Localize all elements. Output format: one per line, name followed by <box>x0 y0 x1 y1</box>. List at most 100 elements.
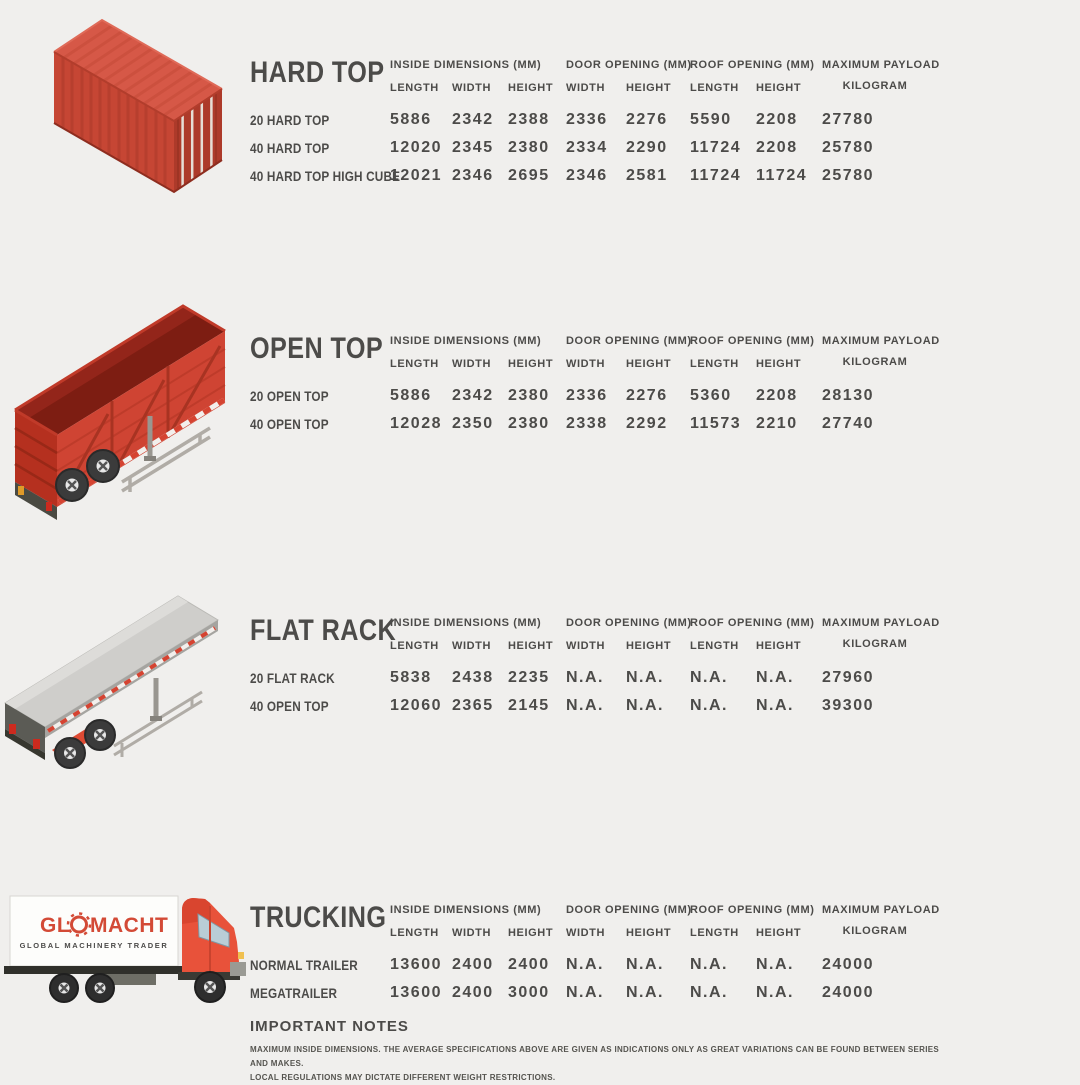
cell-roof-length: 11724 <box>690 167 742 184</box>
cell-door-height: N.A. <box>626 984 664 1001</box>
cell-inside-length: 13600 <box>390 956 442 973</box>
truck-illustration: GL MACHT GLOBAL MACHINERY TRADER <box>2 880 248 1023</box>
header-inside-dimensions: INSIDE DIMENSIONS (MM) <box>390 617 542 629</box>
cell-inside-height: 3000 <box>508 984 550 1001</box>
cell-door-height: 2276 <box>626 387 668 404</box>
hard-top-container-illustration <box>22 12 240 215</box>
header-max-payload: MAXIMUM PAYLOAD <box>822 617 940 629</box>
cell-inside-height: 2388 <box>508 111 550 128</box>
open-top-spec-table: OPEN TOP INSIDE DIMENSIONS (MM) DOOR OPE… <box>250 332 940 438</box>
cell-door-width: N.A. <box>566 697 604 714</box>
cell-payload: 25780 <box>822 139 874 156</box>
notes-line-2: LOCAL REGULATIONS MAY DICTATE DIFFERENT … <box>250 1073 556 1082</box>
cell-door-width: 2336 <box>566 111 608 128</box>
cell-door-width: 2336 <box>566 387 608 404</box>
cell-payload: 25780 <box>822 167 874 184</box>
gear-icon <box>66 912 92 937</box>
cell-inside-width: 2350 <box>452 415 494 432</box>
cell-inside-length: 5886 <box>390 111 432 128</box>
header-inside-dimensions: INSIDE DIMENSIONS (MM) <box>390 59 542 71</box>
cell-door-width: 2346 <box>566 167 608 184</box>
cell-roof-height: 11724 <box>756 167 808 184</box>
important-notes: IMPORTANT NOTES MAXIMUM INSIDE DIMENSION… <box>250 1018 950 1085</box>
subheader-kilogram: KILOGRAM <box>842 80 908 92</box>
subheader-width: WIDTH <box>452 82 492 94</box>
row-label: 40 OPEN TOP <box>250 416 329 432</box>
header-inside-dimensions: INSIDE DIMENSIONS (MM) <box>390 904 542 916</box>
notes-title: IMPORTANT NOTES <box>250 1018 409 1035</box>
cell-door-height: 2276 <box>626 111 668 128</box>
logo-tagline: GLOBAL MACHINERY TRADER <box>20 941 169 950</box>
subheader-length: LENGTH <box>690 358 739 370</box>
cell-door-width: N.A. <box>566 984 604 1001</box>
cell-roof-length: N.A. <box>690 697 728 714</box>
subheader-height: HEIGHT <box>508 927 554 939</box>
cell-payload: 24000 <box>822 984 874 1001</box>
subheader-height: HEIGHT <box>626 358 672 370</box>
row-label: 20 FLAT RACK <box>250 670 335 686</box>
cell-payload: 24000 <box>822 956 874 973</box>
section-title: FLAT RACK <box>250 614 397 647</box>
subheader-height: HEIGHT <box>508 358 554 370</box>
cell-door-width: 2338 <box>566 415 608 432</box>
cell-inside-height: 2380 <box>508 139 550 156</box>
header-inside-dimensions: INSIDE DIMENSIONS (MM) <box>390 335 542 347</box>
cell-inside-height: 2145 <box>508 697 550 714</box>
subheader-width: WIDTH <box>566 640 606 652</box>
cell-inside-width: 2342 <box>452 387 494 404</box>
header-max-payload: MAXIMUM PAYLOAD <box>822 59 940 71</box>
cell-roof-height: N.A. <box>756 697 794 714</box>
subheader-width: WIDTH <box>566 927 606 939</box>
section-title: TRUCKING <box>250 901 387 934</box>
cell-inside-length: 5886 <box>390 387 432 404</box>
header-roof-opening: ROOF OPENING (MM) <box>690 904 815 916</box>
cell-inside-length: 12021 <box>390 167 442 184</box>
row-label: 20 HARD TOP <box>250 112 330 128</box>
header-door-opening: DOOR OPENING (MM) <box>566 617 692 629</box>
subheader-width: WIDTH <box>566 82 606 94</box>
cell-roof-height: 2208 <box>756 139 798 156</box>
cell-inside-height: 2235 <box>508 669 550 686</box>
header-max-payload: MAXIMUM PAYLOAD <box>822 335 940 347</box>
cell-roof-length: 11573 <box>690 415 742 432</box>
cell-inside-length: 12060 <box>390 697 442 714</box>
cell-roof-height: 2208 <box>756 387 798 404</box>
row-label: 20 OPEN TOP <box>250 388 329 404</box>
cell-payload: 27740 <box>822 415 874 432</box>
subheader-length: LENGTH <box>690 640 739 652</box>
notes-line-1: MAXIMUM INSIDE DIMENSIONS. THE AVERAGE S… <box>250 1045 940 1068</box>
header-roof-opening: ROOF OPENING (MM) <box>690 617 815 629</box>
cell-inside-width: 2365 <box>452 697 494 714</box>
subheader-height: HEIGHT <box>756 640 802 652</box>
cell-roof-length: N.A. <box>690 669 728 686</box>
flat-rack-spec-table: FLAT RACK INSIDE DIMENSIONS (MM) DOOR OP… <box>250 614 940 720</box>
cell-door-height: N.A. <box>626 669 664 686</box>
cell-inside-width: 2400 <box>452 984 494 1001</box>
subheader-kilogram: KILOGRAM <box>842 638 908 650</box>
cell-roof-height: 2210 <box>756 415 798 432</box>
logo-part2: MACHT <box>90 914 168 937</box>
cell-roof-height: N.A. <box>756 984 794 1001</box>
subheader-height: HEIGHT <box>508 640 554 652</box>
row-label: 40 HARD TOP HIGH CUBE <box>250 168 401 184</box>
cell-inside-width: 2345 <box>452 139 494 156</box>
cell-inside-height: 2400 <box>508 956 550 973</box>
cell-door-height: 2292 <box>626 415 668 432</box>
cell-inside-width: 2346 <box>452 167 494 184</box>
subheader-width: WIDTH <box>452 640 492 652</box>
logo-part1: GL <box>40 914 70 937</box>
cell-inside-length: 12020 <box>390 139 442 156</box>
subheader-height: HEIGHT <box>508 82 554 94</box>
subheader-height: HEIGHT <box>756 82 802 94</box>
cell-payload: 39300 <box>822 697 874 714</box>
cell-inside-height: 2380 <box>508 415 550 432</box>
header-roof-opening: ROOF OPENING (MM) <box>690 335 815 347</box>
flat-rack-trailer-illustration <box>0 578 240 813</box>
cell-inside-height: 2380 <box>508 387 550 404</box>
cell-payload: 27960 <box>822 669 874 686</box>
subheader-length: LENGTH <box>690 82 739 94</box>
subheader-kilogram: KILOGRAM <box>842 356 908 368</box>
header-door-opening: DOOR OPENING (MM) <box>566 59 692 71</box>
cell-inside-width: 2342 <box>452 111 494 128</box>
cell-door-height: N.A. <box>626 697 664 714</box>
